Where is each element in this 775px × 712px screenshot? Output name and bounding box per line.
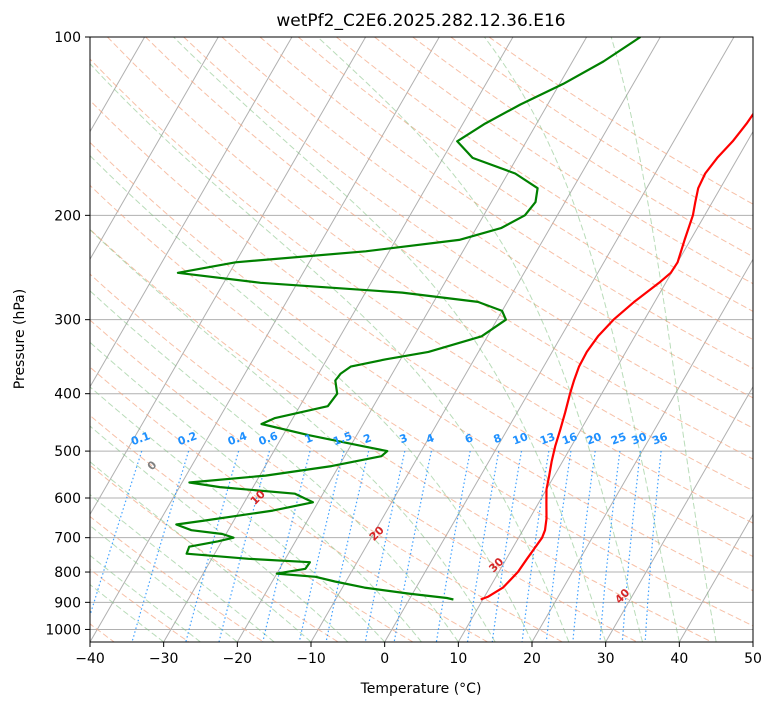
temperature-profile — [481, 37, 775, 600]
isotherm-line — [753, 37, 775, 642]
isotherm-line — [0, 37, 292, 642]
isotherm-line — [532, 37, 775, 642]
mixing-ratio-label: 16 — [560, 430, 579, 448]
x-tick-label: −30 — [149, 651, 179, 667]
y-tick-label: 200 — [54, 208, 81, 224]
moist-adiabat-line — [0, 37, 201, 642]
moist-adiabat-line — [0, 37, 422, 642]
moist-adiabat-line — [0, 37, 385, 642]
isotherm-line — [0, 37, 71, 642]
dry-adiabat-line — [0, 37, 775, 642]
x-axis-label: Temperature (°C) — [360, 681, 482, 697]
y-tick-label: 100 — [54, 30, 81, 46]
dry-adiabat-line — [0, 37, 712, 642]
moist-adiabat-line — [66, 37, 569, 642]
isotherm-line — [385, 37, 734, 642]
x-tick-label: −40 — [75, 651, 105, 667]
y-tick-label: 400 — [54, 387, 81, 403]
mixing-ratio-label: 1 — [303, 431, 315, 446]
x-tick-label: −10 — [296, 651, 326, 667]
mixing-ratio-label: 4 — [424, 431, 436, 446]
mixing-ratio-line — [645, 451, 661, 642]
dry-adiabat-line — [336, 37, 775, 642]
mixing-ratio-line — [492, 451, 521, 642]
dry-adiabat-label: -10 — [42, 423, 65, 446]
mixing-ratio-line — [436, 451, 470, 642]
x-tick-label: −20 — [223, 651, 253, 667]
mixing-ratio-label: 6 — [463, 431, 475, 446]
mixing-ratio-line — [326, 451, 369, 642]
y-tick-label: 700 — [54, 531, 81, 547]
moist-adiabat-line — [0, 37, 532, 642]
mixing-ratio-label: 20 — [585, 430, 604, 448]
mixing-ratio-line — [263, 451, 310, 642]
isotherm-line — [16, 37, 365, 642]
mixing-ratio-label: 25 — [609, 430, 628, 447]
dry-adiabat-line — [222, 37, 775, 642]
mixing-ratio-line — [622, 451, 640, 642]
dewpoint-profile — [176, 37, 640, 600]
dry-adiabat-line — [451, 37, 775, 642]
x-tick-label: 0 — [380, 651, 389, 667]
mixing-ratio-label: 0.2 — [176, 429, 199, 448]
mixing-ratio-label: 8 — [492, 431, 504, 446]
y-tick-label: 500 — [54, 444, 81, 460]
mixing-ratio-line — [546, 451, 571, 642]
isotherm-line — [0, 37, 218, 642]
isotherm-line — [164, 37, 513, 642]
x-tick-label: 10 — [449, 651, 467, 667]
dry-adiabat-line — [298, 37, 775, 642]
mixing-ratio-label: 0.1 — [129, 429, 152, 448]
isotherm-line — [606, 37, 775, 642]
moist-adiabat-line — [484, 37, 679, 642]
dry-adiabat-line — [0, 37, 775, 642]
x-tick-label: 20 — [523, 651, 541, 667]
moist-adiabat-line — [0, 37, 458, 642]
dry-adiabat-line — [0, 37, 338, 642]
mixing-ratio-line — [600, 451, 620, 642]
x-tick-label: 40 — [670, 651, 688, 667]
mixing-ratio-label: 10 — [511, 430, 530, 448]
y-axis-label: Pressure (hPa) — [12, 289, 28, 389]
plot-area — [0, 37, 775, 642]
mixing-ratio-line — [573, 451, 595, 642]
mixing-ratio-line — [365, 451, 405, 642]
line-labels: -100-90-80-70-60-50-40-30-20-10010203040… — [0, 47, 670, 607]
mixing-ratio-label: 0.6 — [257, 429, 280, 448]
y-tick-label: 300 — [54, 313, 81, 329]
dry-adiabat-line — [0, 37, 264, 642]
y-tick-label: 1000 — [45, 622, 81, 638]
mixing-ratio-line — [299, 451, 344, 642]
chart-title: wetPf2_C2E6.2025.282.12.36.E16 — [276, 11, 565, 31]
y-tick-label: 800 — [54, 565, 81, 581]
isotherm-line — [679, 37, 775, 642]
x-tick-label: 50 — [744, 651, 762, 667]
y-tick-label: 900 — [54, 595, 81, 611]
dry-adiabat-label: 0 — [145, 458, 160, 473]
mixing-ratio-line — [394, 451, 431, 642]
y-tick-label: 600 — [54, 491, 81, 507]
moist-adiabat-line — [0, 37, 274, 642]
dry-adiabat-line — [0, 37, 413, 642]
x-tick-label: 30 — [597, 651, 615, 667]
mixing-ratio-label: 13 — [538, 430, 557, 447]
moist-adiabat-line — [0, 37, 495, 642]
mixing-ratio-line — [468, 451, 499, 642]
dry-adiabat-label: 40 — [612, 586, 632, 606]
mixing-ratio-label: 2 — [362, 431, 374, 446]
plot-frame — [90, 37, 753, 642]
